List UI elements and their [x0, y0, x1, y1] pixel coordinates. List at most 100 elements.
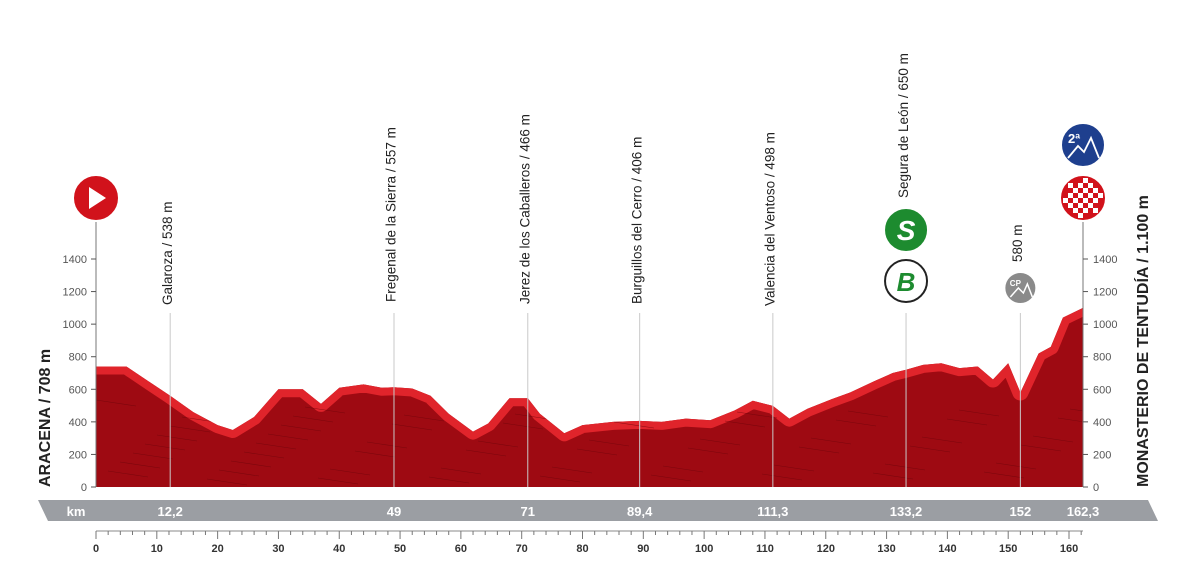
ytick-right-label: 1000 — [1093, 319, 1117, 331]
ytick-right-label: 600 — [1093, 384, 1111, 396]
terrain-texture-line — [440, 467, 482, 475]
ytick-right-label: 1200 — [1093, 287, 1117, 299]
waypoint-km-label: 71 — [521, 504, 535, 519]
checker-square — [1068, 203, 1073, 208]
xtick-label: 20 — [212, 543, 224, 555]
terrain-texture-line — [995, 462, 1037, 470]
ytick-left-label: 1200 — [63, 287, 87, 299]
waypoint-km-label: 111,3 — [757, 504, 788, 519]
checker-square — [1093, 198, 1098, 203]
terrain-texture-line — [477, 440, 519, 448]
terrain-texture-line — [773, 464, 815, 472]
xtick-label: 0 — [93, 543, 99, 555]
terrain-texture-line — [107, 470, 149, 478]
terrain-texture-line — [502, 422, 544, 430]
checker-square — [1063, 198, 1068, 203]
cp-text: CP — [1010, 279, 1022, 288]
terrain-texture-line — [267, 433, 309, 441]
sprint-s-text: S — [897, 215, 916, 246]
xtick-label: 160 — [1060, 543, 1078, 555]
terrain-texture-line — [193, 407, 235, 415]
terrain-texture-line — [230, 460, 272, 468]
start-location-label: ARACENA / 708 m — [37, 349, 54, 487]
ytick-left-label: 0 — [81, 482, 87, 494]
bonus-b-icon — [884, 259, 929, 303]
ytick-left-label: 1000 — [63, 319, 87, 331]
terrain-texture-line — [354, 450, 396, 458]
terrain-texture-line — [403, 414, 445, 422]
xtick-label: 110 — [756, 543, 774, 555]
terrain-texture-line — [1032, 435, 1074, 443]
terrain-texture-line — [798, 446, 840, 454]
waypoint-name: Segura de León / 650 m — [896, 53, 911, 198]
checker-square — [1088, 183, 1093, 188]
terrain-texture-line — [218, 469, 260, 477]
waypoint-km-label: 12,2 — [158, 504, 183, 519]
km-band-label: km — [67, 504, 86, 519]
checker-group — [1063, 178, 1103, 218]
play-triangle — [89, 187, 106, 209]
mountain-2a-icon — [1060, 122, 1106, 168]
terrain-texture-line — [810, 437, 852, 445]
ytick-left-label: 200 — [69, 449, 87, 461]
terrain-texture-line — [132, 452, 174, 460]
mountain-category-text: 2ª — [1068, 131, 1080, 146]
waypoint-name: Galaroza / 538 m — [160, 201, 175, 305]
ytick-right-label: 0 — [1093, 482, 1099, 494]
km-band — [38, 500, 1158, 521]
terrain-texture-line — [588, 439, 630, 447]
terrain-texture-line — [1057, 417, 1083, 425]
terrain-texture-line — [835, 419, 877, 427]
terrain-texture-line — [958, 409, 1000, 417]
hill-cp-icon — [1003, 271, 1038, 305]
finish-location-label: MONASTERIO DE TENTUDÍA / 1.100 m — [1133, 195, 1152, 487]
xtick-label: 40 — [333, 543, 345, 555]
xtick-label: 60 — [455, 543, 467, 555]
ytick-left-label: 800 — [69, 352, 87, 364]
checker-square — [1073, 198, 1078, 203]
waypoint-name: Valencia del Ventoso / 498 m — [763, 132, 778, 306]
terrain-texture-line — [428, 476, 470, 484]
terrain-texture-line — [317, 477, 359, 485]
ytick-left-label: 400 — [69, 417, 87, 429]
checker-square — [1078, 193, 1083, 198]
terrain-texture-line — [144, 443, 186, 451]
checker-square — [1078, 213, 1083, 218]
terrain-texture-line — [613, 421, 655, 429]
checker-square — [1088, 203, 1093, 208]
ytick-right-label: 800 — [1093, 352, 1111, 364]
xtick-label: 30 — [272, 543, 284, 555]
terrain-texture-line — [119, 461, 161, 469]
xtick-label: 150 — [999, 543, 1017, 555]
terrain-texture-line — [625, 412, 667, 420]
mountain-shape — [1067, 135, 1100, 159]
checker-square — [1098, 193, 1103, 198]
terrain-texture-line — [243, 451, 285, 459]
checker-square — [1078, 203, 1083, 208]
ytick-right-label: 1400 — [1093, 254, 1117, 266]
terrain-texture-line — [1069, 408, 1083, 416]
ytick-right-label: 200 — [1093, 449, 1111, 461]
xtick-label: 90 — [637, 543, 649, 555]
ytick-right-label: 400 — [1093, 417, 1111, 429]
terrain-texture-line — [699, 438, 741, 446]
terrain-texture-line — [687, 447, 729, 455]
waypoint-name: 580 m — [1010, 224, 1025, 262]
waypoint-km-label: 89,4 — [627, 504, 653, 519]
terrain-texture-line — [156, 434, 198, 442]
terrain-texture-line — [884, 463, 926, 471]
terrain-texture-line — [465, 449, 507, 457]
waypoint-name: Jerez de los Caballeros / 466 m — [517, 114, 532, 304]
ytick-left-label: 1400 — [63, 254, 87, 266]
checker-square — [1073, 188, 1078, 193]
terrain-texture-line — [391, 423, 433, 431]
waypoint-km-label: 49 — [387, 504, 401, 519]
profile-area — [96, 307, 1083, 487]
terrain-texture-line — [650, 474, 692, 482]
checker-square — [1083, 198, 1088, 203]
terrain-texture-line — [736, 411, 778, 419]
terrain-texture-line — [551, 466, 593, 474]
terrain-texture-line — [96, 399, 137, 407]
